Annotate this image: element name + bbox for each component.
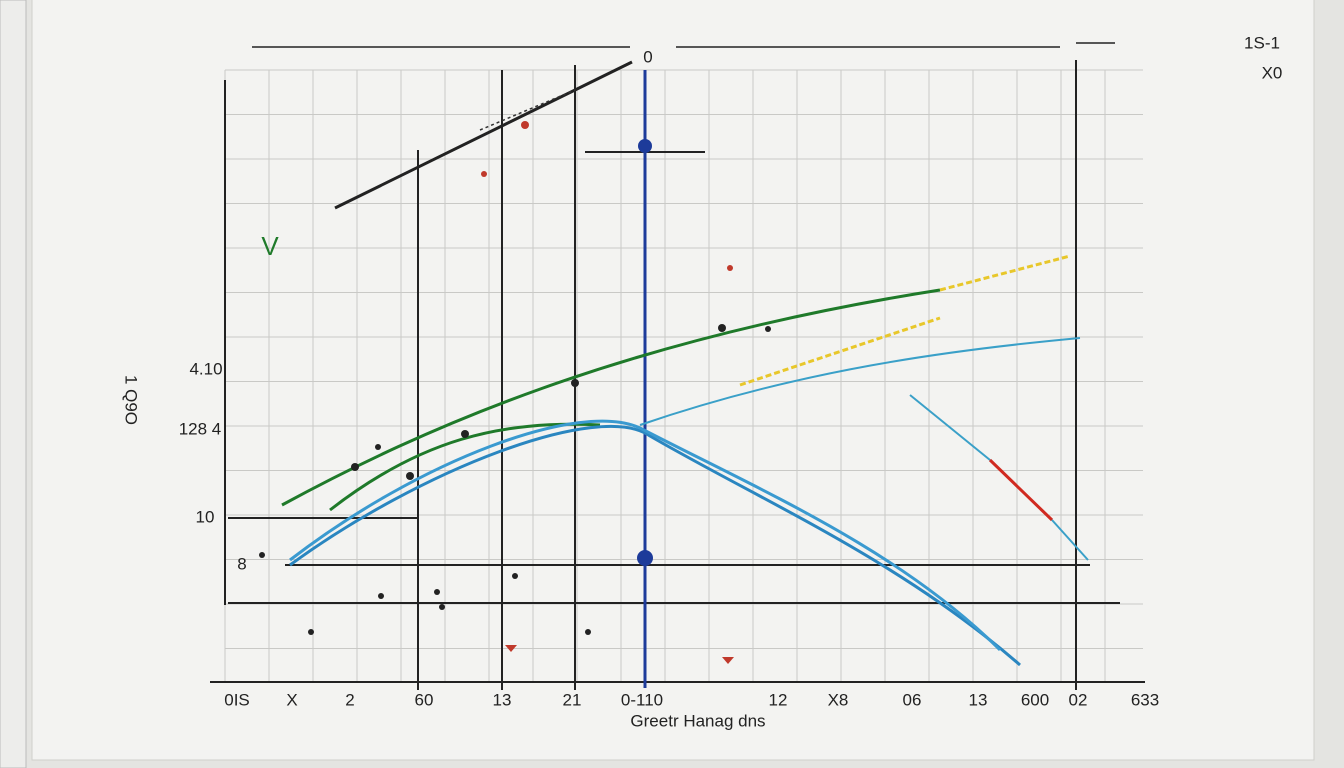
y-label: 8 (237, 554, 246, 573)
curves (281, 89, 1089, 667)
x-label: 60 (415, 690, 434, 709)
y-label: 4.10 (189, 359, 222, 378)
y-label: 10 (196, 507, 215, 526)
x-label: X8 (828, 690, 849, 709)
x-label: 0IS (224, 690, 250, 709)
x-label: 633 (1131, 690, 1159, 709)
x-label: 600 (1021, 690, 1049, 709)
corner-label: 1S-1 (1244, 33, 1280, 52)
dot (637, 550, 653, 566)
x-label: 21 (563, 690, 582, 709)
x-label: 13 (493, 690, 512, 709)
ruler (0, 0, 27, 768)
x-label: 06 (903, 690, 922, 709)
corner-label: X0 (1262, 63, 1283, 82)
x-title: Greetr Hanag dns (630, 711, 765, 730)
grid (224, 69, 1143, 682)
top-label: 0 (643, 47, 652, 66)
x-label: 12 (769, 690, 788, 709)
x-label: 0-110 (621, 690, 663, 709)
y-label: 128 4 (179, 419, 222, 438)
x-label: 13 (969, 690, 988, 709)
labels: 4.10 128 4 10 8 0IS X 2 60 13 21 0-110 12 X8 06 13 600 0… (179, 359, 1159, 709)
x-label: 02 (1069, 690, 1088, 709)
x-label: X (286, 690, 297, 709)
y-axis-label: 1 Q9O (122, 375, 141, 425)
dot (638, 139, 652, 153)
x-label: 2 (345, 690, 354, 709)
scatter (259, 324, 771, 635)
axes (210, 42, 1145, 690)
paper (31, 0, 1315, 761)
green-mark: V (261, 231, 279, 261)
red-marks (481, 121, 734, 664)
